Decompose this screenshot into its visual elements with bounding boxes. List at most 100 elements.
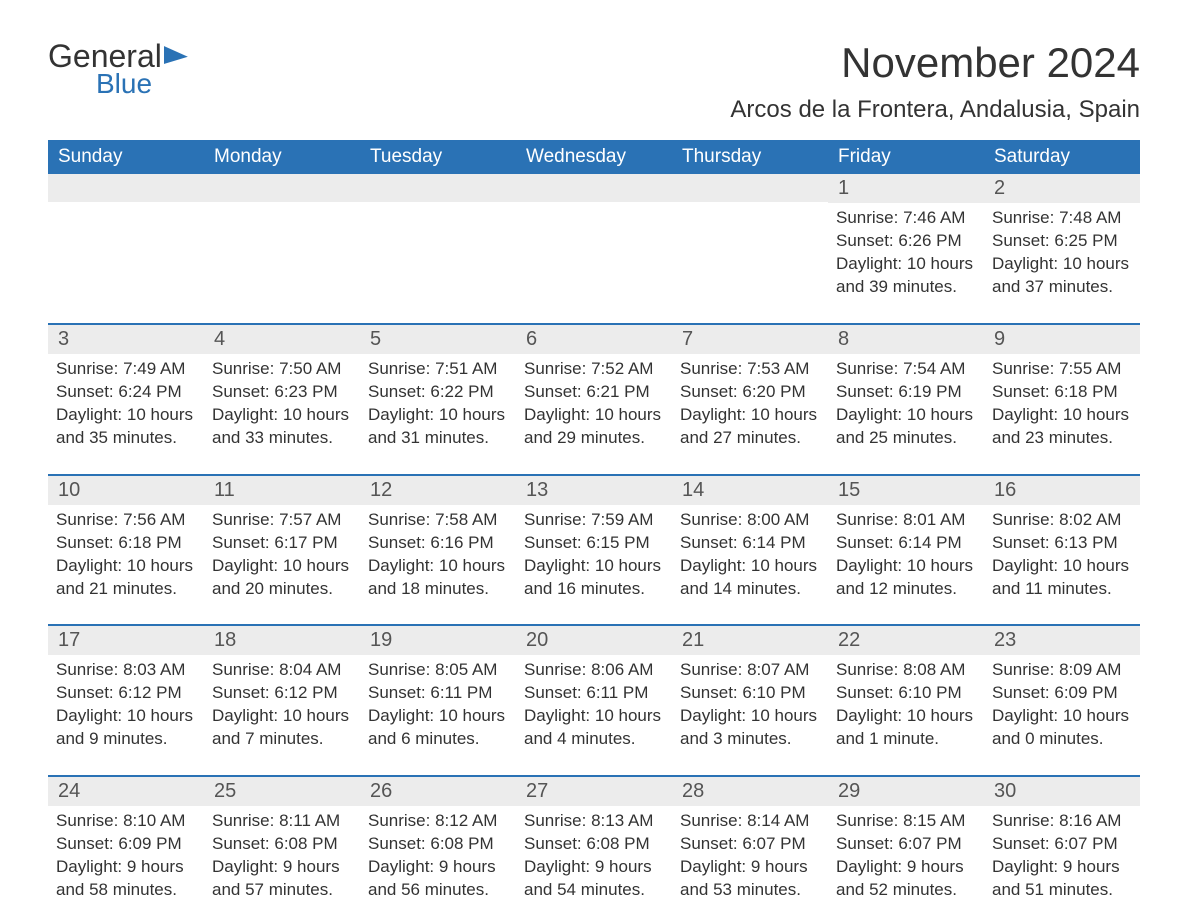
calendar-cell: 10Sunrise: 7:56 AMSunset: 6:18 PMDayligh…	[48, 476, 204, 611]
sunset-line: Sunset: 6:11 PM	[524, 682, 664, 705]
day-number: 7	[672, 325, 828, 354]
header: General Blue November 2024 Arcos de la F…	[48, 40, 1140, 124]
calendar-cell: 14Sunrise: 8:00 AMSunset: 6:14 PMDayligh…	[672, 476, 828, 611]
sunset-line: Sunset: 6:09 PM	[992, 682, 1132, 705]
week-row: 1Sunrise: 7:46 AMSunset: 6:26 PMDaylight…	[48, 174, 1140, 309]
sunset-line: Sunset: 6:10 PM	[836, 682, 976, 705]
daylight-line: Daylight: 10 hours and 18 minutes.	[368, 555, 508, 601]
day-number: 9	[984, 325, 1140, 354]
sunrise-line: Sunrise: 8:12 AM	[368, 810, 508, 833]
day-number: 17	[48, 626, 204, 655]
day-number: 1	[828, 174, 984, 203]
sunset-line: Sunset: 6:07 PM	[680, 833, 820, 856]
daylight-line: Daylight: 9 hours and 52 minutes.	[836, 856, 976, 902]
location-text: Arcos de la Frontera, Andalusia, Spain	[730, 96, 1140, 124]
day-number: 16	[984, 476, 1140, 505]
daylight-line: Daylight: 10 hours and 27 minutes.	[680, 404, 820, 450]
sunrise-line: Sunrise: 8:16 AM	[992, 810, 1132, 833]
day-number: 10	[48, 476, 204, 505]
sunrise-line: Sunrise: 8:04 AM	[212, 659, 352, 682]
daylight-line: Daylight: 9 hours and 57 minutes.	[212, 856, 352, 902]
daylight-line: Daylight: 10 hours and 33 minutes.	[212, 404, 352, 450]
day-number: 2	[984, 174, 1140, 203]
daylight-line: Daylight: 10 hours and 21 minutes.	[56, 555, 196, 601]
daylight-line: Daylight: 10 hours and 1 minute.	[836, 705, 976, 751]
sunset-line: Sunset: 6:18 PM	[992, 381, 1132, 404]
sunrise-line: Sunrise: 8:09 AM	[992, 659, 1132, 682]
flag-icon	[164, 46, 188, 64]
day-number: 5	[360, 325, 516, 354]
sunset-line: Sunset: 6:23 PM	[212, 381, 352, 404]
sunset-line: Sunset: 6:24 PM	[56, 381, 196, 404]
day-header: Wednesday	[516, 140, 672, 174]
calendar-cell: 22Sunrise: 8:08 AMSunset: 6:10 PMDayligh…	[828, 626, 984, 761]
calendar-cell: 16Sunrise: 8:02 AMSunset: 6:13 PMDayligh…	[984, 476, 1140, 611]
daynum-bar-empty	[672, 174, 828, 202]
daylight-line: Daylight: 9 hours and 51 minutes.	[992, 856, 1132, 902]
day-number: 13	[516, 476, 672, 505]
day-header: Monday	[204, 140, 360, 174]
sunrise-line: Sunrise: 8:15 AM	[836, 810, 976, 833]
daylight-line: Daylight: 10 hours and 14 minutes.	[680, 555, 820, 601]
sunrise-line: Sunrise: 7:58 AM	[368, 509, 508, 532]
page-title: November 2024	[730, 40, 1140, 86]
calendar-cell: 25Sunrise: 8:11 AMSunset: 6:08 PMDayligh…	[204, 777, 360, 912]
calendar-cell: 30 Sunrise: 8:16 AMSunset: 6:07 PMDayligh…	[984, 777, 1140, 912]
daylight-line: Daylight: 10 hours and 4 minutes.	[524, 705, 664, 751]
sunrise-line: Sunrise: 8:10 AM	[56, 810, 196, 833]
sunrise-line: Sunrise: 7:59 AM	[524, 509, 664, 532]
daylight-line: Daylight: 10 hours and 6 minutes.	[368, 705, 508, 751]
day-number: 21	[672, 626, 828, 655]
day-number: 30	[984, 777, 1140, 806]
calendar-cell: 9Sunrise: 7:55 AMSunset: 6:18 PMDaylight…	[984, 325, 1140, 460]
sunset-line: Sunset: 6:14 PM	[680, 532, 820, 555]
daylight-line: Daylight: 10 hours and 37 minutes.	[992, 253, 1132, 299]
sunset-line: Sunset: 6:25 PM	[992, 230, 1132, 253]
week-row: 24Sunrise: 8:10 AMSunset: 6:09 PMDayligh…	[48, 775, 1140, 912]
calendar-cell: 3Sunrise: 7:49 AMSunset: 6:24 PMDaylight…	[48, 325, 204, 460]
sunrise-line: Sunrise: 7:56 AM	[56, 509, 196, 532]
calendar-cell	[204, 174, 360, 309]
calendar-cell: 28Sunrise: 8:14 AMSunset: 6:07 PMDayligh…	[672, 777, 828, 912]
day-number: 11	[204, 476, 360, 505]
calendar-cell: 29Sunrise: 8:15 AMSunset: 6:07 PMDayligh…	[828, 777, 984, 912]
daylight-line: Daylight: 10 hours and 23 minutes.	[992, 404, 1132, 450]
calendar-cell: 21Sunrise: 8:07 AMSunset: 6:10 PMDayligh…	[672, 626, 828, 761]
sunset-line: Sunset: 6:07 PM	[992, 833, 1132, 856]
sunrise-line: Sunrise: 8:01 AM	[836, 509, 976, 532]
daylight-line: Daylight: 9 hours and 58 minutes.	[56, 856, 196, 902]
day-number: 19	[360, 626, 516, 655]
sunrise-line: Sunrise: 8:06 AM	[524, 659, 664, 682]
sunset-line: Sunset: 6:15 PM	[524, 532, 664, 555]
sunrise-line: Sunrise: 7:51 AM	[368, 358, 508, 381]
sunrise-line: Sunrise: 7:54 AM	[836, 358, 976, 381]
sunset-line: Sunset: 6:10 PM	[680, 682, 820, 705]
daynum-bar-empty	[204, 174, 360, 202]
calendar-cell	[672, 174, 828, 309]
calendar-cell	[360, 174, 516, 309]
daynum-bar-empty	[360, 174, 516, 202]
day-header: Sunday	[48, 140, 204, 174]
header-right: November 2024 Arcos de la Frontera, Anda…	[730, 40, 1140, 124]
calendar-cell: 1Sunrise: 7:46 AMSunset: 6:26 PMDaylight…	[828, 174, 984, 309]
daylight-line: Daylight: 9 hours and 53 minutes.	[680, 856, 820, 902]
day-number: 18	[204, 626, 360, 655]
calendar-cell	[516, 174, 672, 309]
daylight-line: Daylight: 10 hours and 29 minutes.	[524, 404, 664, 450]
sunrise-line: Sunrise: 8:00 AM	[680, 509, 820, 532]
sunset-line: Sunset: 6:20 PM	[680, 381, 820, 404]
calendar-cell: 12Sunrise: 7:58 AMSunset: 6:16 PMDayligh…	[360, 476, 516, 611]
daynum-bar-empty	[516, 174, 672, 202]
sunset-line: Sunset: 6:08 PM	[212, 833, 352, 856]
calendar-cell: 13Sunrise: 7:59 AMSunset: 6:15 PMDayligh…	[516, 476, 672, 611]
day-header-row: SundayMondayTuesdayWednesdayThursdayFrid…	[48, 140, 1140, 174]
calendar-cell: 4Sunrise: 7:50 AMSunset: 6:23 PMDaylight…	[204, 325, 360, 460]
day-number: 4	[204, 325, 360, 354]
sunrise-line: Sunrise: 8:07 AM	[680, 659, 820, 682]
daylight-line: Daylight: 10 hours and 25 minutes.	[836, 404, 976, 450]
calendar-cell: 5Sunrise: 7:51 AMSunset: 6:22 PMDaylight…	[360, 325, 516, 460]
sunrise-line: Sunrise: 7:49 AM	[56, 358, 196, 381]
week-row: 17Sunrise: 8:03 AMSunset: 6:12 PMDayligh…	[48, 624, 1140, 761]
day-number: 12	[360, 476, 516, 505]
week-row: 3Sunrise: 7:49 AMSunset: 6:24 PMDaylight…	[48, 323, 1140, 460]
